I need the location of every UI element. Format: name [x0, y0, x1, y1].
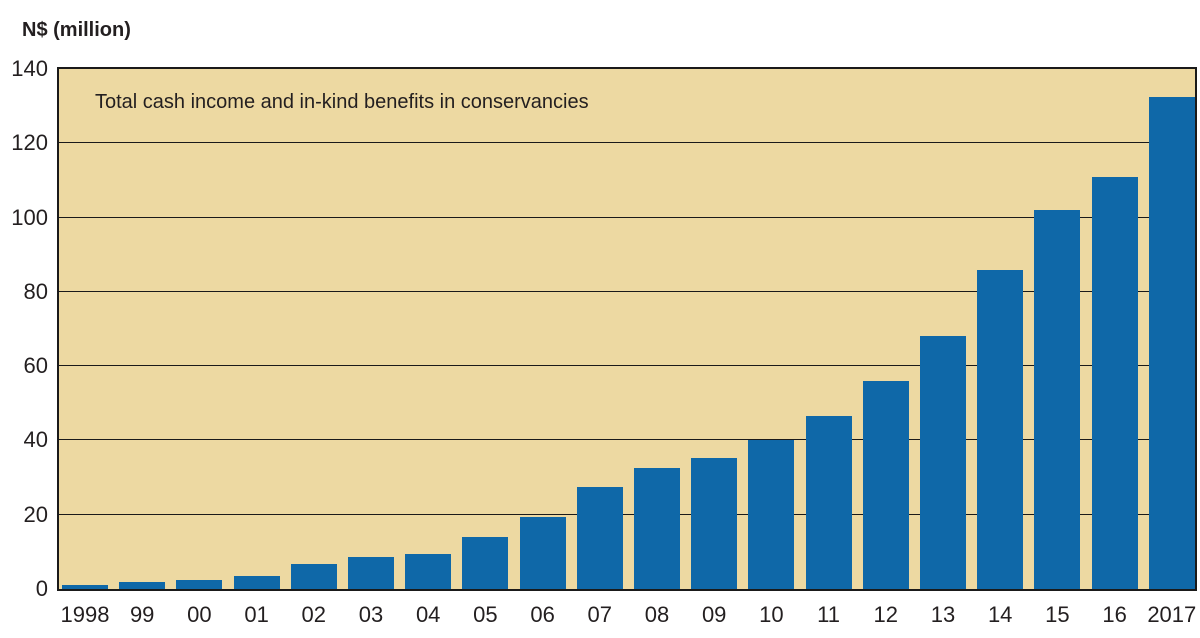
bar-01: [233, 575, 280, 589]
bar-11: [805, 416, 852, 589]
y-tick-label-140: 140: [11, 56, 48, 81]
gridline-80: [59, 290, 1195, 292]
x-tick-label-2017: 2017: [1147, 602, 1197, 627]
x-tick-label-06: 06: [530, 602, 555, 627]
x-tick-label-05: 05: [473, 602, 498, 627]
x-tick-label-99: 99: [129, 602, 155, 627]
bar-12: [862, 381, 909, 589]
x-axis-tick-labels: 1998 99 00 01 02 03 04 05 06 07 08 09 10 11 12 13 14 15 16…: [59, 602, 1197, 632]
y-tick-label-100: 100: [11, 204, 48, 230]
bar-09: [691, 458, 738, 589]
x-tick-label-16: 16: [1102, 602, 1127, 627]
gridline-120: [59, 142, 1195, 144]
bar-16: [1091, 176, 1138, 589]
y-tick-label-20: 20: [23, 501, 48, 527]
bar-00: [176, 580, 223, 589]
y-axis-tick-labels: 0 20 40 60 80 100 120 140: [0, 57, 48, 601]
y-tick-label-40: 40: [23, 427, 48, 453]
y-axis-title: N$ (million): [22, 19, 131, 41]
x-tick-label-1998: 1998: [60, 602, 110, 627]
x-tick-label-12: 12: [873, 602, 899, 627]
x-tick-label-11: 11: [817, 602, 841, 627]
x-tick-label-03: 03: [358, 602, 384, 627]
bar-99: [119, 582, 166, 589]
x-tick-label-08: 08: [644, 602, 670, 627]
x-tick-label-15: 15: [1045, 602, 1070, 627]
x-tick-label-13: 13: [930, 602, 956, 627]
bar-03: [348, 557, 394, 589]
bar-05: [462, 537, 509, 589]
bar-08: [634, 467, 680, 589]
x-tick-label-04: 04: [415, 602, 441, 627]
y-tick-label-60: 60: [23, 353, 48, 379]
bar-07: [576, 486, 623, 589]
gridline-60: [59, 365, 1195, 367]
plot-area: Total cash income and in-kind benefits i…: [57, 67, 1197, 591]
bar-06: [519, 516, 566, 589]
x-tick-label-10: 10: [759, 602, 784, 627]
plot-inner-area: Total cash income and in-kind benefits i…: [59, 69, 1195, 589]
bar-2017: [1148, 96, 1195, 589]
y-tick-label-80: 80: [23, 278, 48, 304]
bar-14: [977, 269, 1024, 589]
x-tick-label-07: 07: [587, 602, 613, 627]
bar-10: [748, 440, 795, 589]
bar-1998: [62, 585, 108, 589]
chart-title: Total cash income and in-kind benefits i…: [95, 91, 589, 113]
bar-02: [290, 564, 337, 589]
bar-15: [1034, 210, 1081, 589]
x-tick-label-01: 01: [244, 602, 269, 627]
bar-04: [405, 554, 452, 589]
y-tick-label-0: 0: [35, 576, 48, 601]
bar-13: [920, 335, 966, 589]
x-tick-label-02: 02: [301, 602, 327, 627]
gridline-20: [59, 513, 1195, 515]
x-tick-label-00: 00: [187, 602, 212, 627]
gridline-100: [59, 216, 1195, 218]
gridline-40: [59, 439, 1195, 441]
x-tick-label-14: 14: [987, 602, 1013, 627]
x-tick-label-09: 09: [701, 602, 727, 627]
y-tick-label-120: 120: [11, 130, 48, 156]
